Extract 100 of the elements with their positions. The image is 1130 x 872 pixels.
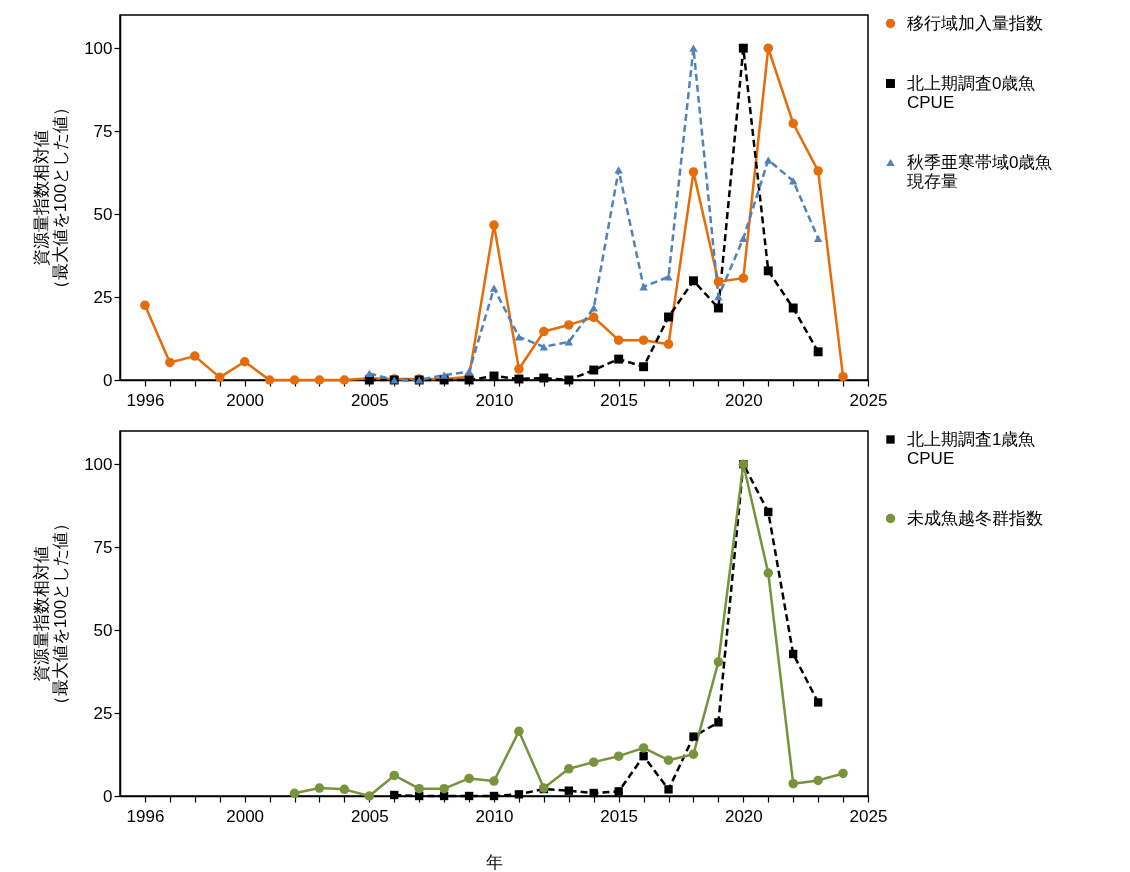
point — [539, 373, 549, 383]
point — [289, 788, 300, 799]
point — [788, 778, 798, 789]
x-tick-label: 1996 — [126, 390, 165, 410]
point — [339, 784, 350, 795]
point — [514, 726, 524, 737]
point — [688, 276, 698, 286]
point — [464, 375, 474, 385]
y-tick-label: 25 — [93, 703, 113, 723]
point — [638, 743, 649, 753]
y-axis-title: 資源量指数相対値（最大値を100とした値） — [32, 98, 71, 298]
y-tick-label: 100 — [84, 38, 113, 58]
point — [439, 783, 449, 794]
point — [713, 657, 724, 667]
y-tick-label: 75 — [93, 121, 113, 141]
y-axis-title: 資源量指数相対値（最大値を100とした値） — [32, 514, 71, 714]
x-tick-label: 2015 — [600, 806, 639, 826]
point — [664, 785, 673, 794]
point — [639, 283, 648, 291]
point — [639, 362, 649, 372]
point — [589, 788, 598, 798]
y-tick-label: 100 — [84, 454, 113, 474]
point — [464, 791, 474, 801]
legend-label: 北上期調査0歳魚 CPUE — [907, 73, 1036, 112]
x-tick-label: 2010 — [475, 390, 514, 410]
point — [439, 371, 449, 379]
point — [364, 791, 375, 801]
point — [813, 234, 823, 242]
point — [738, 43, 748, 53]
point — [588, 757, 599, 767]
point — [614, 787, 623, 796]
x-tick-label: 2020 — [724, 806, 763, 826]
x-tick-label: 2025 — [849, 390, 888, 410]
point — [688, 167, 699, 177]
point — [214, 372, 225, 383]
point — [763, 43, 774, 53]
point — [789, 177, 798, 185]
point — [489, 791, 499, 801]
point — [140, 300, 150, 311]
point — [390, 790, 399, 800]
point — [489, 284, 499, 292]
point — [738, 273, 749, 283]
point — [389, 770, 400, 781]
point — [464, 773, 474, 784]
point — [838, 371, 848, 382]
point — [788, 118, 798, 129]
point — [264, 375, 275, 385]
point — [464, 368, 474, 376]
y-tick-label: 50 — [93, 620, 113, 640]
point — [489, 220, 499, 230]
point — [589, 365, 599, 375]
point — [514, 374, 524, 384]
point — [789, 649, 798, 659]
y-tick-label: 25 — [93, 287, 113, 307]
point — [339, 375, 350, 385]
point — [514, 790, 524, 799]
point — [688, 749, 699, 759]
point — [764, 156, 773, 164]
point — [813, 347, 823, 357]
point — [165, 357, 175, 368]
point — [564, 320, 574, 330]
point — [689, 44, 698, 52]
y-tick-label: 75 — [93, 537, 113, 557]
point — [314, 375, 325, 385]
x-tick-label: 1996 — [126, 806, 165, 826]
point — [763, 266, 773, 276]
legend-label: 移行域加入量指数 — [907, 13, 1043, 33]
point — [714, 718, 723, 727]
legend-label: 未成魚越冬群指数 — [907, 508, 1043, 528]
point — [664, 312, 674, 322]
point — [614, 354, 624, 364]
point — [813, 698, 823, 707]
y-tick-label: 0 — [103, 786, 113, 806]
legend-label: 北上期調査1歳魚 CPUE — [907, 429, 1036, 468]
point — [190, 351, 200, 361]
point — [613, 751, 624, 761]
point — [314, 783, 325, 793]
point — [564, 375, 574, 385]
point — [588, 312, 599, 323]
x-tick-label: 2025 — [849, 806, 888, 826]
point — [514, 364, 524, 374]
point — [689, 732, 698, 741]
point — [365, 369, 374, 377]
point — [638, 335, 649, 345]
y-tick-label: 50 — [93, 204, 113, 224]
point — [564, 764, 574, 774]
point — [838, 768, 848, 779]
point — [664, 273, 673, 281]
point — [763, 568, 774, 578]
point — [813, 775, 823, 786]
legend-label: 秋季亜寒帯域0歳魚現存量 — [907, 152, 1053, 191]
point — [639, 752, 648, 761]
x-tick-label: 2005 — [350, 806, 389, 826]
point — [663, 339, 674, 349]
x-tick-label: 2020 — [724, 390, 763, 410]
point — [764, 507, 773, 517]
x-tick-label: 2005 — [350, 390, 389, 410]
point — [289, 375, 300, 385]
point — [713, 277, 724, 287]
point — [713, 303, 723, 313]
